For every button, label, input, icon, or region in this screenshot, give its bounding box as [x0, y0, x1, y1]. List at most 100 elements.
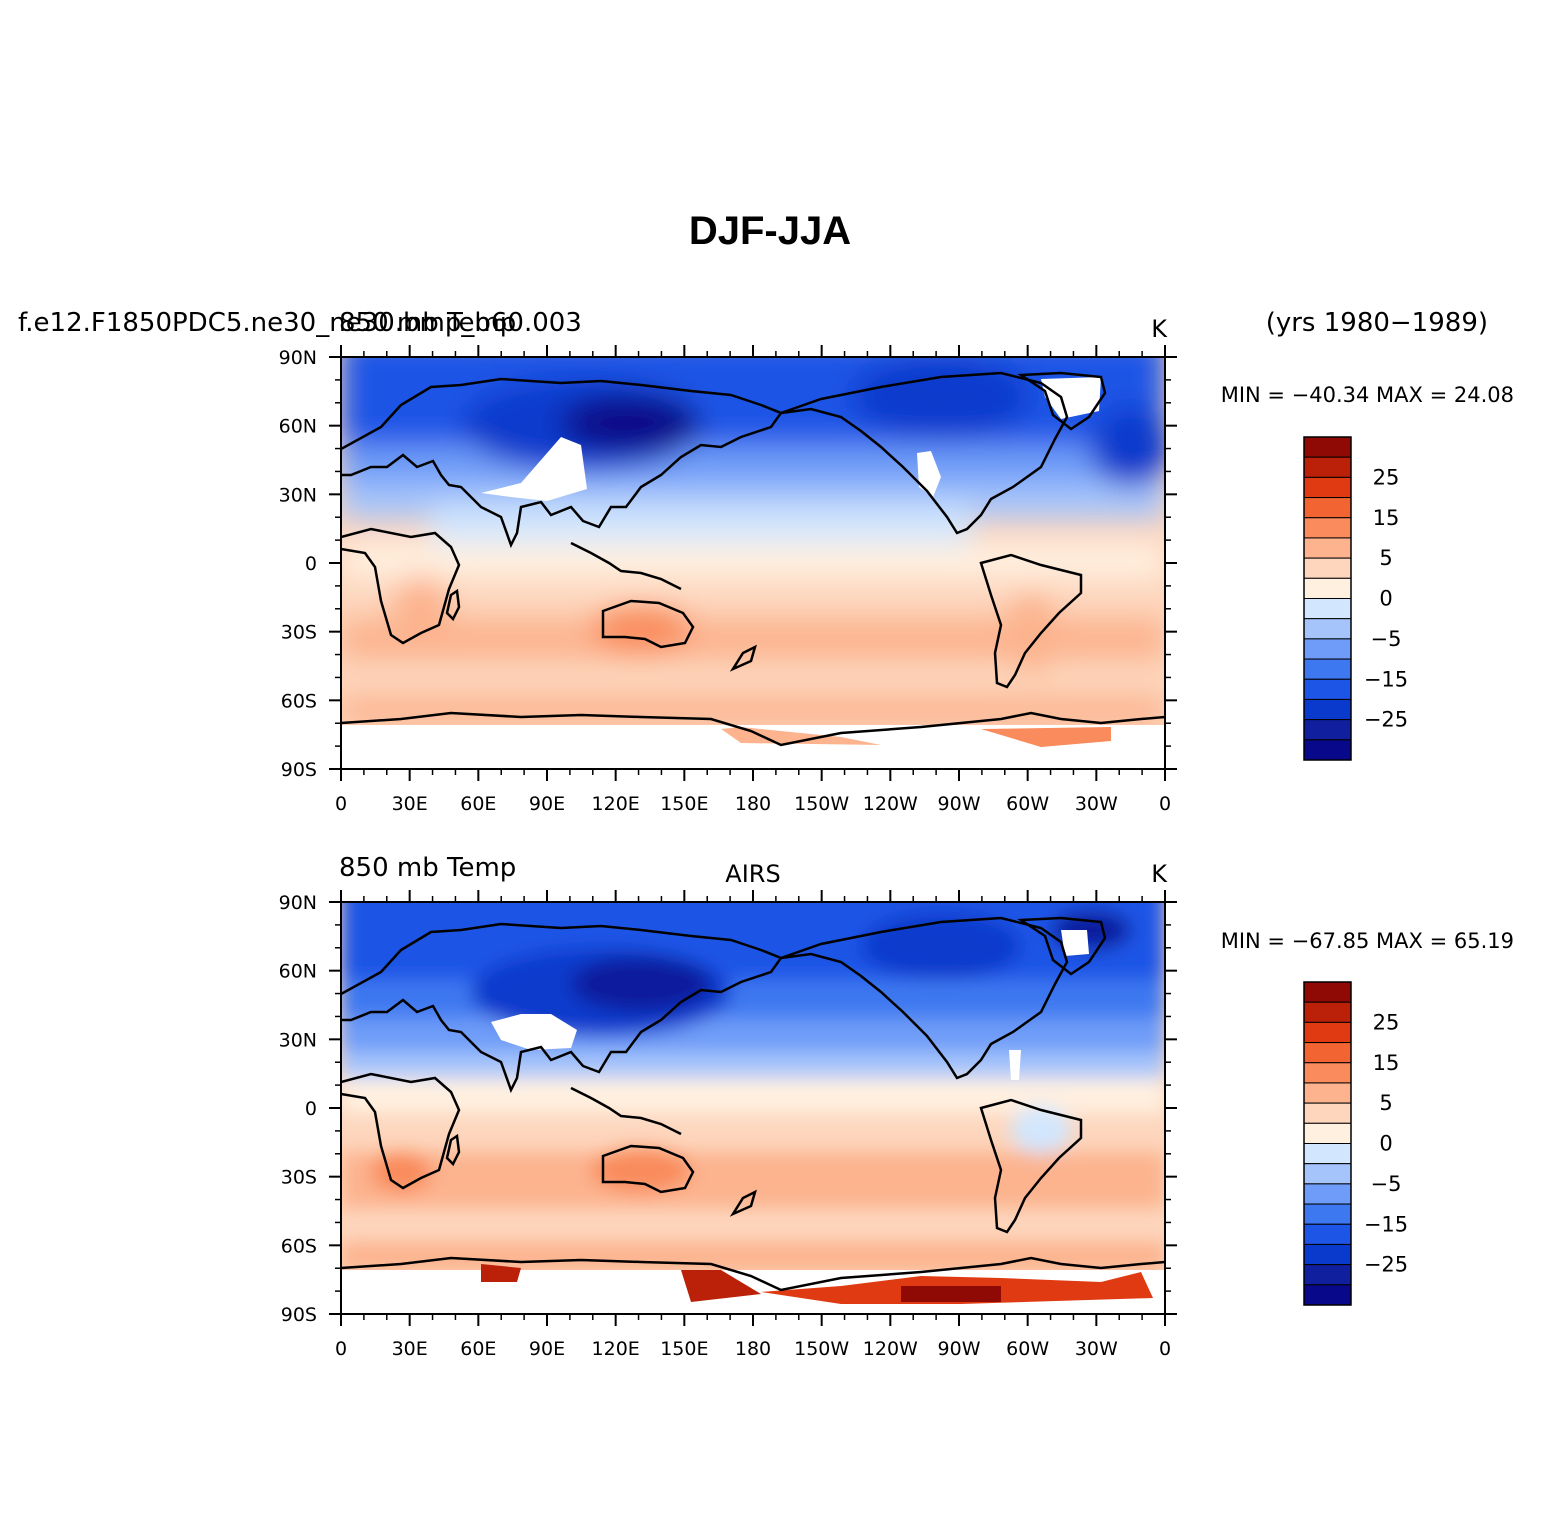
lat-tick-label: 90N [279, 892, 317, 914]
colorbar-label: −15 [1364, 1212, 1408, 1236]
lon-tick-label: 60W [1006, 1338, 1049, 1360]
panel2-stats: MIN = −67.85 MAX = 65.19 [1221, 929, 1514, 953]
panel1-left-label: f.e12.F1850PDC5.ne30_ne30.bmp_b60.003 [18, 308, 582, 338]
lat-tick-label: 60N [279, 416, 317, 438]
lon-tick-label: 60E [460, 1338, 496, 1360]
lat-tick-label: 30N [279, 1029, 317, 1051]
colorbar-swatch [1303, 719, 1352, 741]
colorbar-swatch [1303, 1143, 1352, 1165]
panel2-units: K [1151, 860, 1168, 888]
lon-tick-label: 120W [863, 1338, 918, 1360]
lon-tick-label: 120W [863, 793, 918, 815]
panel2-center-label: AIRS [725, 860, 780, 888]
lon-tick-label: 0 [1159, 793, 1171, 815]
colorbar-swatch [1303, 678, 1352, 700]
lon-tick-label: 150W [794, 1338, 849, 1360]
colorbar-swatch [1303, 1284, 1352, 1306]
colorbar-swatch [1303, 1082, 1352, 1104]
lon-tick-label: 120E [592, 793, 640, 815]
colorbar-swatch [1303, 1223, 1352, 1245]
lat-tick-label: 60N [279, 961, 317, 983]
colorbar-swatch [1303, 436, 1352, 458]
lon-tick-label: 30E [392, 793, 428, 815]
colorbar-swatch [1303, 638, 1352, 660]
panel1-ticks: 0 30E 60E 90E 120E 150E 180 150W 120W 90W 60W 30W 0 9… [279, 345, 1177, 815]
lon-tick-label: 120E [592, 1338, 640, 1360]
colorbar-swatch [1303, 739, 1352, 761]
lat-tick-label: 90S [281, 1304, 317, 1326]
lon-tick-label: 90E [529, 1338, 565, 1360]
panel1-units: K [1151, 315, 1168, 343]
lon-tick-label: 150E [660, 793, 708, 815]
colorbar-swatch [1303, 1183, 1352, 1205]
lat-tick-label: 90N [279, 347, 317, 369]
lon-tick-label: 150W [794, 793, 849, 815]
lon-tick-label: 90W [938, 793, 981, 815]
panel2-ticks: 0 30E 60E 90E 120E 150E 180 150W 120W 90W 60W 30W 0 9… [279, 890, 1177, 1360]
colorbar-label: −25 [1364, 708, 1408, 732]
panel-model: f.e12.F1850PDC5.ne30_ne30.bmp_b60.003 85… [18, 308, 1514, 815]
colorbar-swatch [1303, 537, 1352, 559]
colorbar-label: 5 [1379, 546, 1392, 570]
colorbar-label: 5 [1379, 1091, 1392, 1115]
colorbar-swatch [1303, 1021, 1352, 1044]
colorbar-swatch [1303, 1163, 1352, 1185]
colorbar-swatch [1303, 1264, 1352, 1286]
colorbar-swatch [1303, 497, 1352, 519]
lat-tick-label: 0 [305, 1098, 317, 1120]
colorbar-swatch [1303, 618, 1352, 640]
colorbar-label: 0 [1379, 587, 1392, 611]
colorbar-swatch [1303, 1062, 1352, 1084]
colorbar-swatch [1303, 1001, 1352, 1023]
lon-tick-label: 90W [938, 1338, 981, 1360]
lat-tick-label: 60S [281, 1235, 317, 1257]
panel2-colorbar: 25 15 5 0 −5 −15 −25 [1303, 981, 1408, 1306]
colorbar-swatch [1303, 658, 1352, 680]
colorbar-frame [1303, 981, 1352, 1306]
lon-tick-label: 0 [1159, 1338, 1171, 1360]
panel1-stats: MIN = −40.34 MAX = 24.08 [1221, 383, 1514, 407]
colorbar-swatch [1303, 577, 1352, 599]
colorbar-label: −15 [1364, 667, 1408, 691]
colorbar-swatch [1303, 476, 1352, 499]
colorbar-swatch [1303, 1122, 1352, 1144]
colorbar-swatch [1303, 698, 1352, 721]
colorbar-label: 0 [1379, 1132, 1392, 1156]
lat-tick-label: 60S [281, 690, 317, 712]
lon-tick-label: 30W [1075, 1338, 1118, 1360]
panel1-left-label-overlay: 850 mb Temp [339, 308, 516, 338]
lon-tick-label: 0 [335, 793, 347, 815]
years-label: (yrs 1980−1989) [1266, 308, 1488, 338]
colorbar-swatch [1303, 598, 1352, 620]
lon-tick-label: 180 [735, 1338, 771, 1360]
colorbar-label: −25 [1364, 1253, 1408, 1277]
colorbar-swatch [1303, 1102, 1352, 1124]
colorbar-label: 25 [1373, 1010, 1400, 1034]
colorbar-label: 15 [1373, 506, 1400, 530]
colorbar-swatch [1303, 1243, 1352, 1266]
lon-tick-label: 90E [529, 793, 565, 815]
lat-tick-label: 30S [281, 1167, 317, 1189]
lon-tick-label: 180 [735, 793, 771, 815]
panel2-map [341, 902, 1165, 1314]
colorbar-label: −5 [1371, 627, 1402, 651]
colorbar-swatch [1303, 1042, 1352, 1064]
main-title: DJF-JJA [689, 209, 851, 253]
lon-tick-label: 60W [1006, 793, 1049, 815]
colorbar-label: 15 [1373, 1051, 1400, 1075]
panel1-colorbar: 25 15 5 0 −5 −15 −25 [1303, 436, 1408, 761]
panel1-map [341, 357, 1165, 769]
colorbar-swatch [1303, 981, 1352, 1003]
lat-tick-label: 30N [279, 484, 317, 506]
panel-obs: 850 mb Temp AIRS K MIN = −67.85 MAX = 65… [279, 853, 1514, 1360]
lon-tick-label: 30W [1075, 793, 1118, 815]
lat-tick-label: 0 [305, 553, 317, 575]
colorbar-frame [1303, 436, 1352, 761]
lon-tick-label: 60E [460, 793, 496, 815]
panel2-left-label: 850 mb Temp [339, 853, 516, 883]
colorbar-swatch [1303, 456, 1352, 478]
lon-tick-label: 150E [660, 1338, 708, 1360]
lon-tick-label: 30E [392, 1338, 428, 1360]
colorbar-swatch [1303, 557, 1352, 579]
